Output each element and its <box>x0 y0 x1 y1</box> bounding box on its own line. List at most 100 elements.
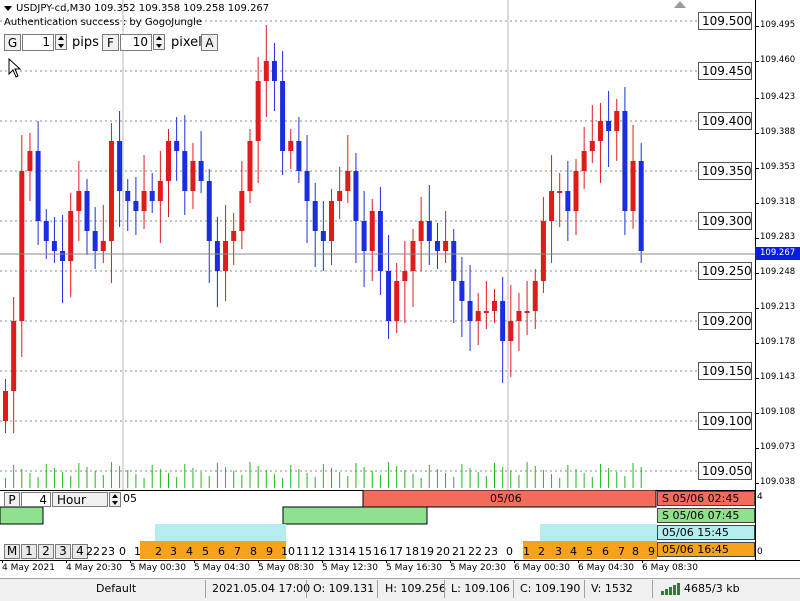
bear-candle <box>43 221 49 241</box>
time-tick-mark <box>386 560 387 563</box>
status-bar <box>0 578 800 601</box>
axis-tick-label: 109.495 <box>760 20 796 30</box>
hour-number: 18 <box>405 545 419 558</box>
session-label: S 05/06 07:45 <box>657 508 755 523</box>
bull-candle <box>288 141 294 151</box>
price-axis[interactable] <box>755 0 800 560</box>
price-chart[interactable] <box>0 0 755 490</box>
bear-candle <box>459 281 465 301</box>
session-bar-cyan <box>540 524 657 542</box>
pixel-input[interactable]: 10 <box>120 34 152 51</box>
bull-candle <box>68 211 74 261</box>
candlestick-chart <box>0 0 755 490</box>
pips-spinner[interactable] <box>55 34 67 50</box>
hour-number: 16 <box>373 545 387 558</box>
hour-number: 21 <box>452 545 466 558</box>
bull-candle <box>475 311 481 321</box>
hour-number: 9 <box>648 545 655 558</box>
status-low: L: 109.106 <box>451 582 510 595</box>
bull-candle <box>223 241 229 271</box>
bull-candle <box>418 221 424 241</box>
hour-number: 11 <box>296 545 310 558</box>
bull-candle <box>573 171 579 211</box>
pips-input[interactable]: 1 <box>22 34 54 51</box>
mode-button-3[interactable]: 3 <box>55 544 71 559</box>
auth-status: Authentication success : by GogoJungle <box>4 17 203 28</box>
period-spinner[interactable] <box>109 492 121 507</box>
bull-candle <box>108 141 114 241</box>
axis-tick-label: 109.213 <box>760 302 796 312</box>
price-level-label: 109.100 <box>698 412 752 430</box>
symbol-ohlc-line: USDJPY-cd,M30 109.352 109.358 109.258 10… <box>16 3 270 14</box>
axis-tick-mark <box>755 133 759 134</box>
period-input[interactable]: 4 <box>21 492 51 507</box>
status-traffic: 4685/3 kb <box>684 582 740 595</box>
bear-candle <box>426 221 432 241</box>
hour-number: 5 <box>202 545 209 558</box>
time-tick-mark <box>578 560 579 563</box>
hour-number: 2 <box>155 545 162 558</box>
window-menu-arrow[interactable] <box>4 6 12 11</box>
bull-candle <box>630 161 636 211</box>
bull-candle <box>166 141 171 181</box>
bear-candle <box>386 271 392 321</box>
axis-tick-mark <box>755 448 759 449</box>
session-bar-green <box>0 506 44 525</box>
time-tick-mark <box>642 560 643 563</box>
time-axis[interactable] <box>0 560 800 579</box>
hour-number: 22 <box>86 545 100 558</box>
bear-candle <box>51 241 57 251</box>
bear-candle <box>214 241 220 271</box>
g-button[interactable]: G <box>4 34 21 51</box>
axis-tick-label: 109.143 <box>760 372 796 382</box>
bear-candle <box>304 171 310 201</box>
mode-button-2[interactable]: 2 <box>38 544 54 559</box>
hour-number: 0 <box>506 545 513 558</box>
bull-candle <box>27 151 33 171</box>
axis-tick-label: 109.423 <box>760 92 796 102</box>
mode-button-M[interactable]: M <box>4 544 20 559</box>
bear-candle <box>198 161 204 181</box>
axis-tick-mark <box>755 273 759 274</box>
bear-candle <box>353 171 359 221</box>
price-level-label: 109.050 <box>698 462 752 480</box>
hour-number: 14 <box>342 545 356 558</box>
bull-candle <box>369 211 375 251</box>
time-tick-mark <box>258 560 259 563</box>
session-bar-orange <box>523 541 657 559</box>
bear-candle <box>638 161 644 251</box>
axis-tick-mark <box>755 168 759 169</box>
time-axis-label: 6 May 04:30 <box>578 563 634 573</box>
a-button[interactable]: A <box>201 34 218 51</box>
session-bar-green <box>282 506 428 525</box>
p-button[interactable]: P <box>4 492 20 507</box>
marker-mid-label: 05/06 <box>490 492 522 505</box>
f-button[interactable]: F <box>102 34 119 51</box>
hour-number: 15 <box>358 545 372 558</box>
mode-button-4[interactable]: 4 <box>72 544 88 559</box>
time-axis-label: 5 May 08:30 <box>258 563 314 573</box>
hour-number: 7 <box>234 545 241 558</box>
price-level-label: 109.400 <box>698 112 752 130</box>
bear-candle <box>280 81 286 151</box>
pixel-spinner[interactable] <box>153 34 165 50</box>
current-price-label: 109.267 <box>755 247 800 260</box>
axis-tick-mark <box>755 378 759 379</box>
period-unit-select[interactable]: Hour <box>52 492 108 507</box>
bull-candle <box>19 171 25 321</box>
bull-candle <box>589 141 595 151</box>
bear-candle <box>622 111 628 211</box>
bull-candle <box>394 281 400 321</box>
bear-candle <box>133 201 139 211</box>
scroll-up-icon[interactable] <box>674 1 686 8</box>
connection-bars-icon <box>661 583 680 595</box>
hour-number: 4 <box>186 545 193 558</box>
bear-candle <box>182 151 188 191</box>
hour-number: 22 <box>468 545 482 558</box>
price-level-label: 109.250 <box>698 262 752 280</box>
axis-tick-mark <box>755 203 759 204</box>
price-level-label: 109.350 <box>698 162 752 180</box>
hour-number: 20 <box>436 545 450 558</box>
axis-tick-label: 109.073 <box>760 442 796 452</box>
mode-button-1[interactable]: 1 <box>21 544 37 559</box>
